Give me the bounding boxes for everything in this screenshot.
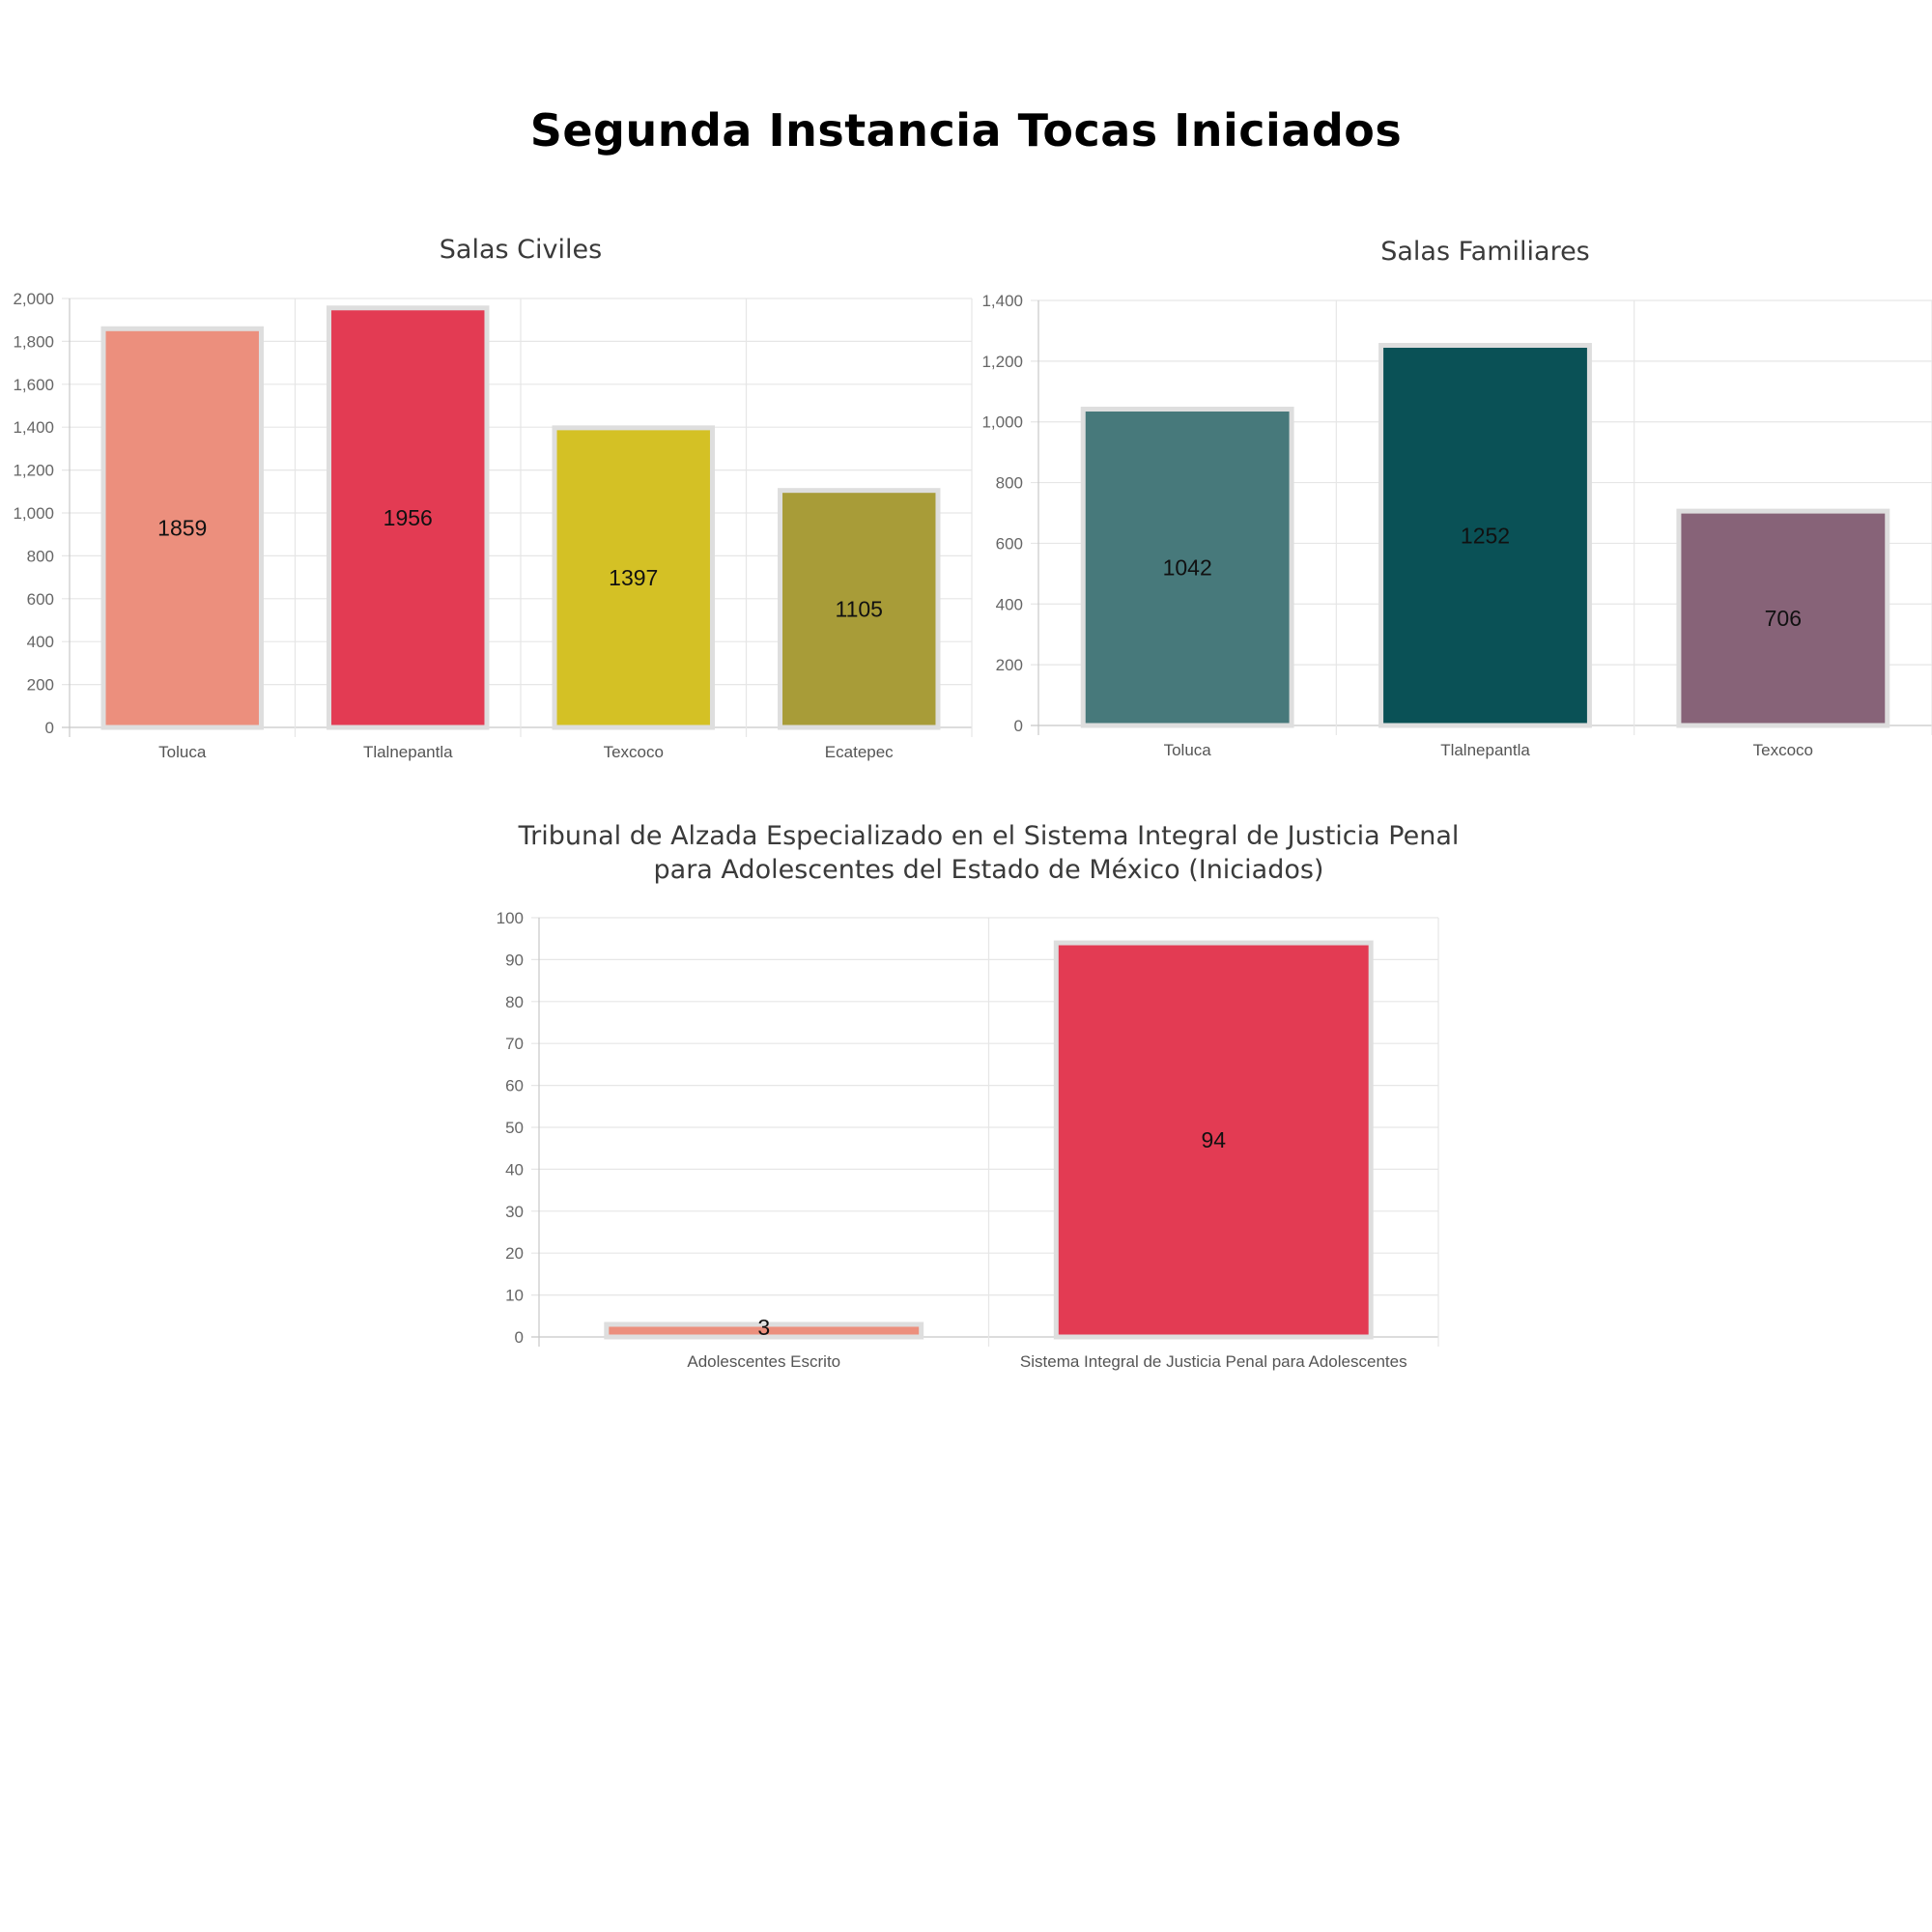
x-category-label: Tlalnepantla	[363, 743, 453, 761]
bar	[100, 326, 264, 730]
bar	[778, 488, 941, 730]
bar	[552, 425, 715, 730]
page-title: Segunda Instancia Tocas Iniciados	[529, 104, 1403, 156]
y-tick-label: 600	[27, 590, 54, 609]
y-tick-label: 0	[45, 719, 54, 737]
bar-data-label: 1859	[157, 516, 207, 541]
y-tick-label: 1,000	[13, 504, 54, 523]
y-tick-label: 2,000	[13, 290, 54, 308]
bar-data-label: 1397	[609, 565, 658, 590]
y-tick-label: 200	[27, 676, 54, 695]
y-tick-label: 400	[27, 633, 54, 651]
x-category-label: Ecatepec	[825, 743, 894, 761]
y-tick-label: 1,400	[13, 418, 54, 437]
y-tick-label: 1,800	[13, 332, 54, 351]
bar	[327, 305, 490, 730]
bar-data-label: 1105	[836, 596, 883, 621]
y-tick-label: 1,600	[13, 376, 54, 394]
y-tick-label: 800	[27, 547, 54, 565]
chart-title: Salas Civiles	[440, 235, 602, 265]
y-tick-label: 1,200	[13, 462, 54, 480]
x-category-label: Toluca	[158, 743, 207, 761]
bar-data-label: 1956	[384, 505, 433, 530]
x-category-label: Texcoco	[604, 743, 664, 761]
